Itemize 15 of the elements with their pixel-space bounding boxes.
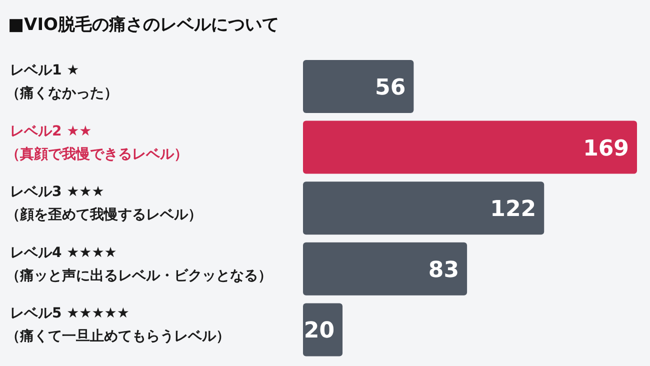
bar <box>303 242 468 296</box>
y-tick-label: レベル2 ★★ （真顔で我慢できるレベル） <box>6 123 188 162</box>
data-label: 169 <box>583 136 629 162</box>
y-tick-label: レベル4 ★★★★ （痛ッと声に出るレベル・ビクッとなる） <box>6 244 272 284</box>
data-label: 122 <box>490 197 536 222</box>
data-label: 83 <box>428 258 460 283</box>
bar <box>303 182 544 235</box>
y-tick-label: レベル5 ★★★★★ （痛くて一旦止めてもらうレベル） <box>6 306 230 345</box>
text: ■VIO脱毛の痛さのレベルについて <box>8 15 279 35</box>
y-tick-label: レベル1 ★ （痛くなかった） <box>6 62 118 102</box>
bar <box>303 60 414 113</box>
data-label: 20 <box>304 318 335 344</box>
bar <box>303 120 637 174</box>
y-tick-label: レベル3 ★★★ （顔を歪めて我慢するレベル） <box>6 184 202 224</box>
data-label: 56 <box>375 76 406 100</box>
